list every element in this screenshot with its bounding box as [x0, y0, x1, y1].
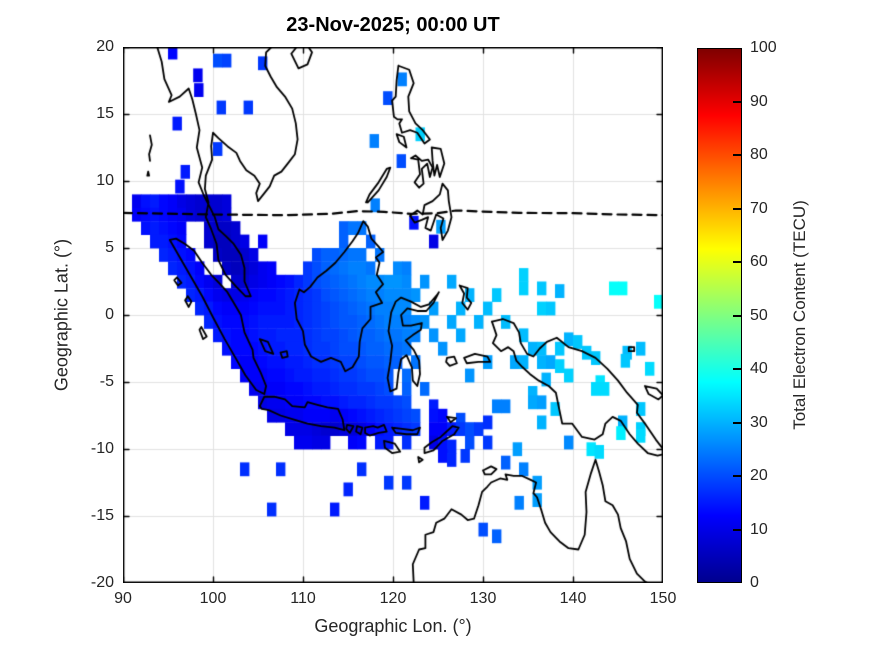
colorbar-tick-label: 40: [750, 360, 768, 377]
colorbar-tick: [733, 475, 741, 477]
colorbar-tick: [733, 368, 741, 370]
y-tick-label: -15: [90, 507, 114, 524]
x-tick-label: 150: [649, 590, 677, 607]
colorbar-tick-label: 60: [750, 253, 768, 270]
colorbar-tick: [733, 528, 741, 531]
colorbar-tick-label: 70: [750, 199, 768, 217]
y-tick-label: -5: [99, 373, 114, 390]
x-tick-label: 120: [379, 590, 407, 607]
plot-title: 23-Nov-2025; 00:00 UT: [286, 14, 500, 36]
x-tick-label: 130: [469, 590, 497, 607]
x-axis-label: Geographic Lon. (°): [314, 616, 472, 636]
colorbar-tick-label: 100: [750, 39, 777, 56]
y-tick-label: 10: [96, 172, 114, 189]
colorbar-label: Total Electron Content (TECU): [790, 200, 809, 430]
colorbar-tick-label: 0: [750, 574, 759, 591]
y-tick-label: 20: [96, 38, 114, 55]
y-tick-label: -20: [90, 574, 114, 591]
y-tick-label: 5: [105, 239, 114, 256]
x-tick-label: 100: [199, 590, 227, 607]
colorbar-tick: [733, 100, 741, 103]
tec-heatmap-canvas: [123, 47, 663, 583]
colorbar-tick-label: 20: [750, 467, 768, 484]
colorbar-tick-label: 90: [750, 92, 768, 110]
colorbar-tick-label: 50: [750, 306, 768, 324]
y-tick-label: -10: [90, 440, 114, 457]
y-tick-label: 0: [105, 306, 114, 323]
x-tick-label: 90: [114, 590, 132, 607]
x-tick-label: 110: [290, 590, 316, 607]
colorbar-tick: [733, 421, 741, 424]
colorbar-tick-label: 80: [750, 146, 768, 163]
colorbar-tick: [733, 207, 741, 210]
colorbar-tick-label: 10: [750, 520, 768, 538]
colorbar-tick: [733, 314, 741, 317]
y-axis-label: Geographic Lat. (°): [51, 238, 72, 392]
y-tick-label: 15: [96, 105, 114, 122]
colorbar-tick: [733, 261, 741, 263]
colorbar-tick-label: 30: [750, 413, 768, 431]
x-tick-label: 140: [559, 590, 587, 607]
colorbar-tick: [733, 154, 741, 156]
